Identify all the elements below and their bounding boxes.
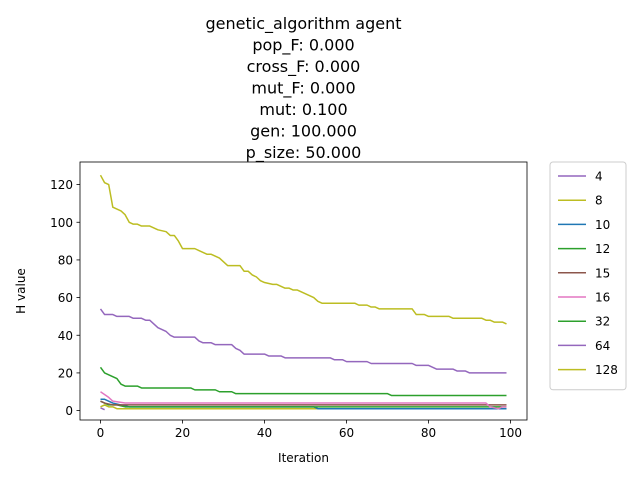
series-line-128: [99, 174, 507, 325]
legend-label-128: 128: [595, 363, 618, 377]
series-line-10: [100, 398, 507, 410]
legend-label-32: 32: [595, 315, 610, 329]
y-tick-label: 100: [50, 216, 73, 230]
title-line-0: genetic_algorithm agent: [205, 14, 401, 34]
plot-area: 0 20 40 60 80 100 0 20 40 60 80 100 120: [50, 161, 528, 440]
legend-label-64: 64: [595, 339, 610, 353]
title-line-2: cross_F: 0.000: [247, 57, 361, 77]
legend-label-4: 4: [595, 170, 603, 184]
title-line-3: mut_F: 0.000: [251, 79, 355, 99]
series-line-32: [99, 366, 507, 397]
x-tick-label: 40: [257, 426, 272, 440]
y-ticks: 0 20 40 60 80 100 120: [50, 178, 80, 418]
title-line-1: pop_F: 0.000: [252, 36, 354, 56]
series-line-12: [100, 400, 507, 408]
series-line-16: [100, 391, 507, 410]
legend-label-8: 8: [595, 194, 603, 208]
x-tick-label: 20: [175, 426, 190, 440]
x-tick-label: 80: [421, 426, 436, 440]
y-axis-label: H value: [14, 268, 28, 314]
legend-label-10: 10: [595, 218, 610, 232]
series-line-8: [100, 404, 507, 410]
legend-label-15: 15: [595, 266, 610, 280]
series-lines: [99, 174, 507, 411]
title-line-6: p_size: 50.000: [246, 143, 362, 163]
x-tick-label: 100: [499, 426, 522, 440]
y-tick-label: 120: [50, 178, 73, 192]
title-line-4: mut: 0.100: [259, 100, 347, 119]
y-tick-label: 0: [65, 404, 73, 418]
legend-label-16: 16: [595, 291, 610, 305]
y-tick-label: 40: [58, 329, 73, 343]
x-tick-label: 60: [339, 426, 354, 440]
series-line-4: [100, 407, 105, 411]
x-tick-label: 0: [97, 426, 105, 440]
x-axis-label: Iteration: [278, 451, 329, 465]
axes-frame: [79, 161, 528, 421]
series-line-64: [99, 308, 507, 374]
y-tick-label: 20: [58, 366, 73, 380]
title-line-5: gen: 100.000: [250, 122, 357, 141]
legend-frame: [549, 161, 627, 391]
series-line-15: [100, 400, 507, 406]
y-tick-label: 80: [58, 253, 73, 267]
y-tick-label: 60: [58, 291, 73, 305]
legend-label-12: 12: [595, 242, 610, 256]
legend: 4 8 10 12 15 16 32 64 128: [549, 161, 627, 391]
x-ticks: 0 20 40 60 80 100: [97, 420, 522, 440]
